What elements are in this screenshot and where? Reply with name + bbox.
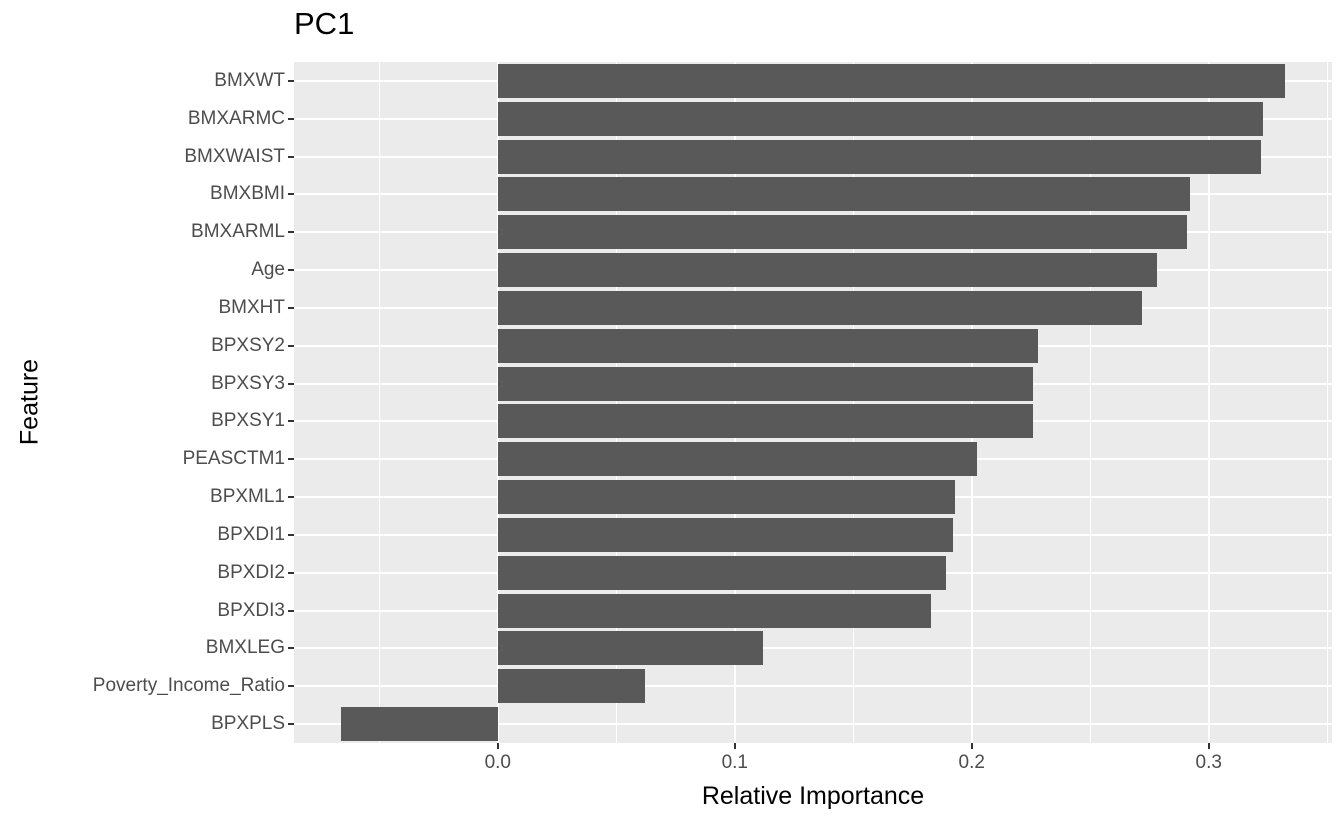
y-tick-label: BPXDI3: [217, 599, 285, 621]
gridline-major: [1207, 62, 1210, 743]
y-tick-label: BMXWT: [214, 69, 285, 91]
x-axis-tick-labels: 0.0 0.1 0.2 0.3: [294, 752, 1332, 776]
y-tick-mark: [288, 269, 294, 272]
y-tick-label: BMXHT: [218, 296, 286, 318]
y-tick-label: BPXDI2: [217, 561, 285, 583]
bar-BMXWT: [497, 63, 1285, 98]
y-tick-mark: [288, 496, 294, 499]
y-tick-label: BPXSY2: [211, 334, 285, 356]
y-tick-label: Age: [251, 259, 285, 281]
y-tick-label: BMXARMC: [187, 107, 285, 129]
bar-BMXHT: [497, 290, 1143, 325]
bar-BPXSY3: [497, 366, 1034, 401]
bar-Poverty_Income_Ratio: [497, 669, 645, 704]
y-tick-mark: [288, 155, 294, 158]
x-tick-mark: [970, 743, 973, 749]
bar-BPXDI1: [497, 517, 953, 552]
y-tick-mark: [288, 723, 294, 726]
bar-BPXPLS: [341, 707, 498, 742]
y-tick-mark: [288, 344, 294, 347]
bar-PEASCTM1: [497, 442, 977, 477]
y-tick-label: PEASCTM1: [182, 448, 285, 470]
y-tick-mark: [288, 458, 294, 461]
y-tick-mark: [288, 117, 294, 120]
y-tick-label: Poverty_Income_Ratio: [92, 675, 285, 697]
y-tick-mark: [288, 306, 294, 309]
gridline-major: [970, 62, 973, 743]
gridline-minor: [615, 62, 617, 743]
y-tick-mark: [288, 609, 294, 612]
bar-BPXSY2: [497, 328, 1039, 363]
x-tick-label: 0.0: [484, 752, 512, 773]
bar-Age: [497, 253, 1157, 288]
y-tick-label: BMXLEG: [205, 637, 285, 659]
y-tick-label: BPXPLS: [211, 713, 285, 735]
x-tick-mark: [1207, 743, 1210, 749]
bar-BMXLEG: [497, 631, 764, 666]
y-tick-mark: [288, 420, 294, 423]
plot-panel: [294, 62, 1332, 743]
chart-title: PC1: [294, 6, 355, 41]
gridline-row: [294, 647, 1332, 650]
bar-BMXARML: [497, 215, 1188, 250]
y-tick-mark: [288, 193, 294, 196]
x-tick-label: 0.1: [721, 752, 748, 773]
bar-BPXML1: [497, 480, 956, 515]
x-tick-mark: [496, 743, 499, 749]
y-axis-ticks: [288, 62, 294, 743]
y-tick-mark: [288, 685, 294, 688]
gridline-minor: [378, 62, 380, 743]
gridline-major: [496, 62, 499, 743]
bar-BPXSY1: [497, 404, 1034, 439]
gridline-minor: [1089, 62, 1091, 743]
y-tick-mark: [288, 79, 294, 82]
y-tick-mark: [288, 533, 294, 536]
y-tick-label: BMXWAIST: [184, 145, 285, 167]
y-tick-label: BPXML1: [210, 486, 285, 508]
y-tick-mark: [288, 231, 294, 234]
y-tick-label: BPXSY1: [211, 410, 285, 432]
gridline-minor: [1326, 62, 1328, 743]
x-tick-mark: [733, 743, 736, 749]
bar-BPXDI2: [497, 555, 946, 590]
y-tick-label: BPXSY3: [211, 372, 285, 394]
y-tick-label: BPXDI1: [217, 523, 285, 545]
gridline-minor: [852, 62, 854, 743]
bar-BMXBMI: [497, 177, 1190, 212]
gridline-row: [294, 723, 1332, 726]
y-tick-mark: [288, 382, 294, 385]
gridline-row: [294, 685, 1332, 688]
x-axis-ticks: [294, 743, 1332, 749]
bar-BPXDI3: [497, 593, 932, 628]
gridline-major: [733, 62, 736, 743]
x-tick-label: 0.2: [958, 752, 985, 773]
y-axis-tick-labels: BMXWT BMXARMC BMXWAIST BMXBMI BMXARML Age BMXH…: [0, 62, 285, 743]
y-tick-label: BMXARML: [191, 221, 285, 243]
y-tick-label: BMXBMI: [210, 183, 285, 205]
y-tick-mark: [288, 647, 294, 650]
y-tick-mark: [288, 571, 294, 574]
x-axis-title: Relative Importance: [701, 782, 925, 810]
x-tick-label: 0.3: [1195, 752, 1222, 773]
bar-BMXWAIST: [497, 139, 1261, 174]
bar-BMXARMC: [497, 101, 1264, 136]
